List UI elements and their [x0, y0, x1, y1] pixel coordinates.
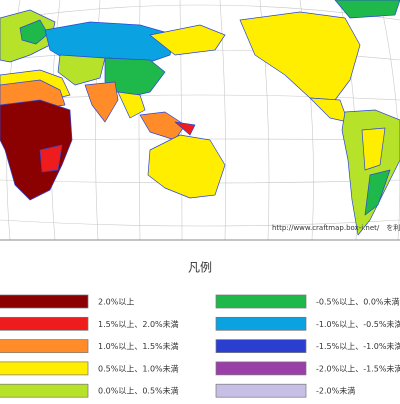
- legend-label: 0.5%以上、1.0%未満: [98, 363, 179, 373]
- legend-label: -2.0%以上、-1.5%未満: [316, 363, 400, 373]
- legend-label: 2.0%以上: [98, 298, 134, 307]
- legend-swatch: [215, 361, 307, 376]
- legend-swatch: [215, 316, 307, 331]
- legend-swatch: [0, 316, 89, 331]
- legend-label: 0.0%以上、0.5%未満: [98, 386, 179, 396]
- legend-label: -0.5%以上、0.0%未満: [316, 297, 400, 307]
- legend-swatch: [215, 294, 307, 309]
- credit: http://www.craftmap.box-i.net/ を利用: [272, 223, 400, 232]
- legend: 2.0%以上 1.5%以上、2.0%未満 1.0%以上、1.5%未満 0.5%以上、1…: [0, 294, 400, 398]
- legend-swatch: [0, 361, 89, 376]
- legend-swatch: [0, 294, 89, 309]
- legend-label: -1.5%以上、-1.0%未満: [316, 341, 400, 351]
- map: [0, 0, 400, 241]
- legend-label: 1.5%以上、2.0%未満: [98, 319, 179, 329]
- legend-swatch: [0, 383, 89, 398]
- legend-label: -1.0%以上、-0.5%未満: [316, 319, 400, 329]
- legend-swatch: [0, 339, 89, 353]
- legend-swatch: [215, 383, 307, 398]
- legend-swatch: [215, 339, 307, 353]
- legend-label: -2.0%未満: [316, 386, 355, 396]
- countries: [0, 0, 400, 236]
- legend-label: 1.0%以上、1.5%未満: [98, 341, 179, 351]
- legend-title: 凡例: [188, 261, 212, 275]
